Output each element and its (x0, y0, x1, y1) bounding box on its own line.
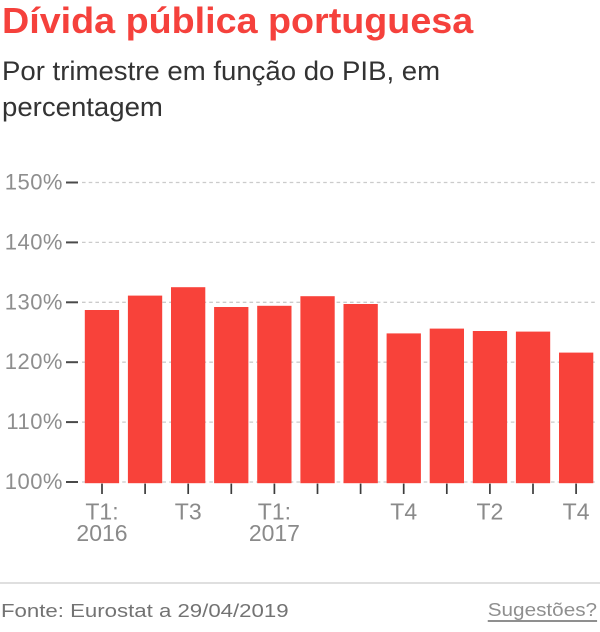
svg-text:100%: 100% (5, 469, 63, 494)
svg-text:120%: 120% (5, 349, 63, 374)
svg-text:2016: 2016 (76, 520, 127, 546)
svg-text:T1:: T1: (85, 499, 118, 525)
svg-text:T2: T2 (476, 499, 503, 525)
svg-text:T4: T4 (390, 499, 417, 525)
svg-text:T1:: T1: (258, 499, 291, 525)
svg-text:T4: T4 (563, 499, 590, 525)
svg-text:130%: 130% (5, 289, 63, 314)
svg-text:110%: 110% (6, 409, 63, 434)
svg-text:2017: 2017 (249, 520, 300, 546)
svg-text:T3: T3 (175, 499, 202, 525)
svg-text:150%: 150% (5, 170, 63, 195)
svg-text:140%: 140% (5, 229, 63, 254)
